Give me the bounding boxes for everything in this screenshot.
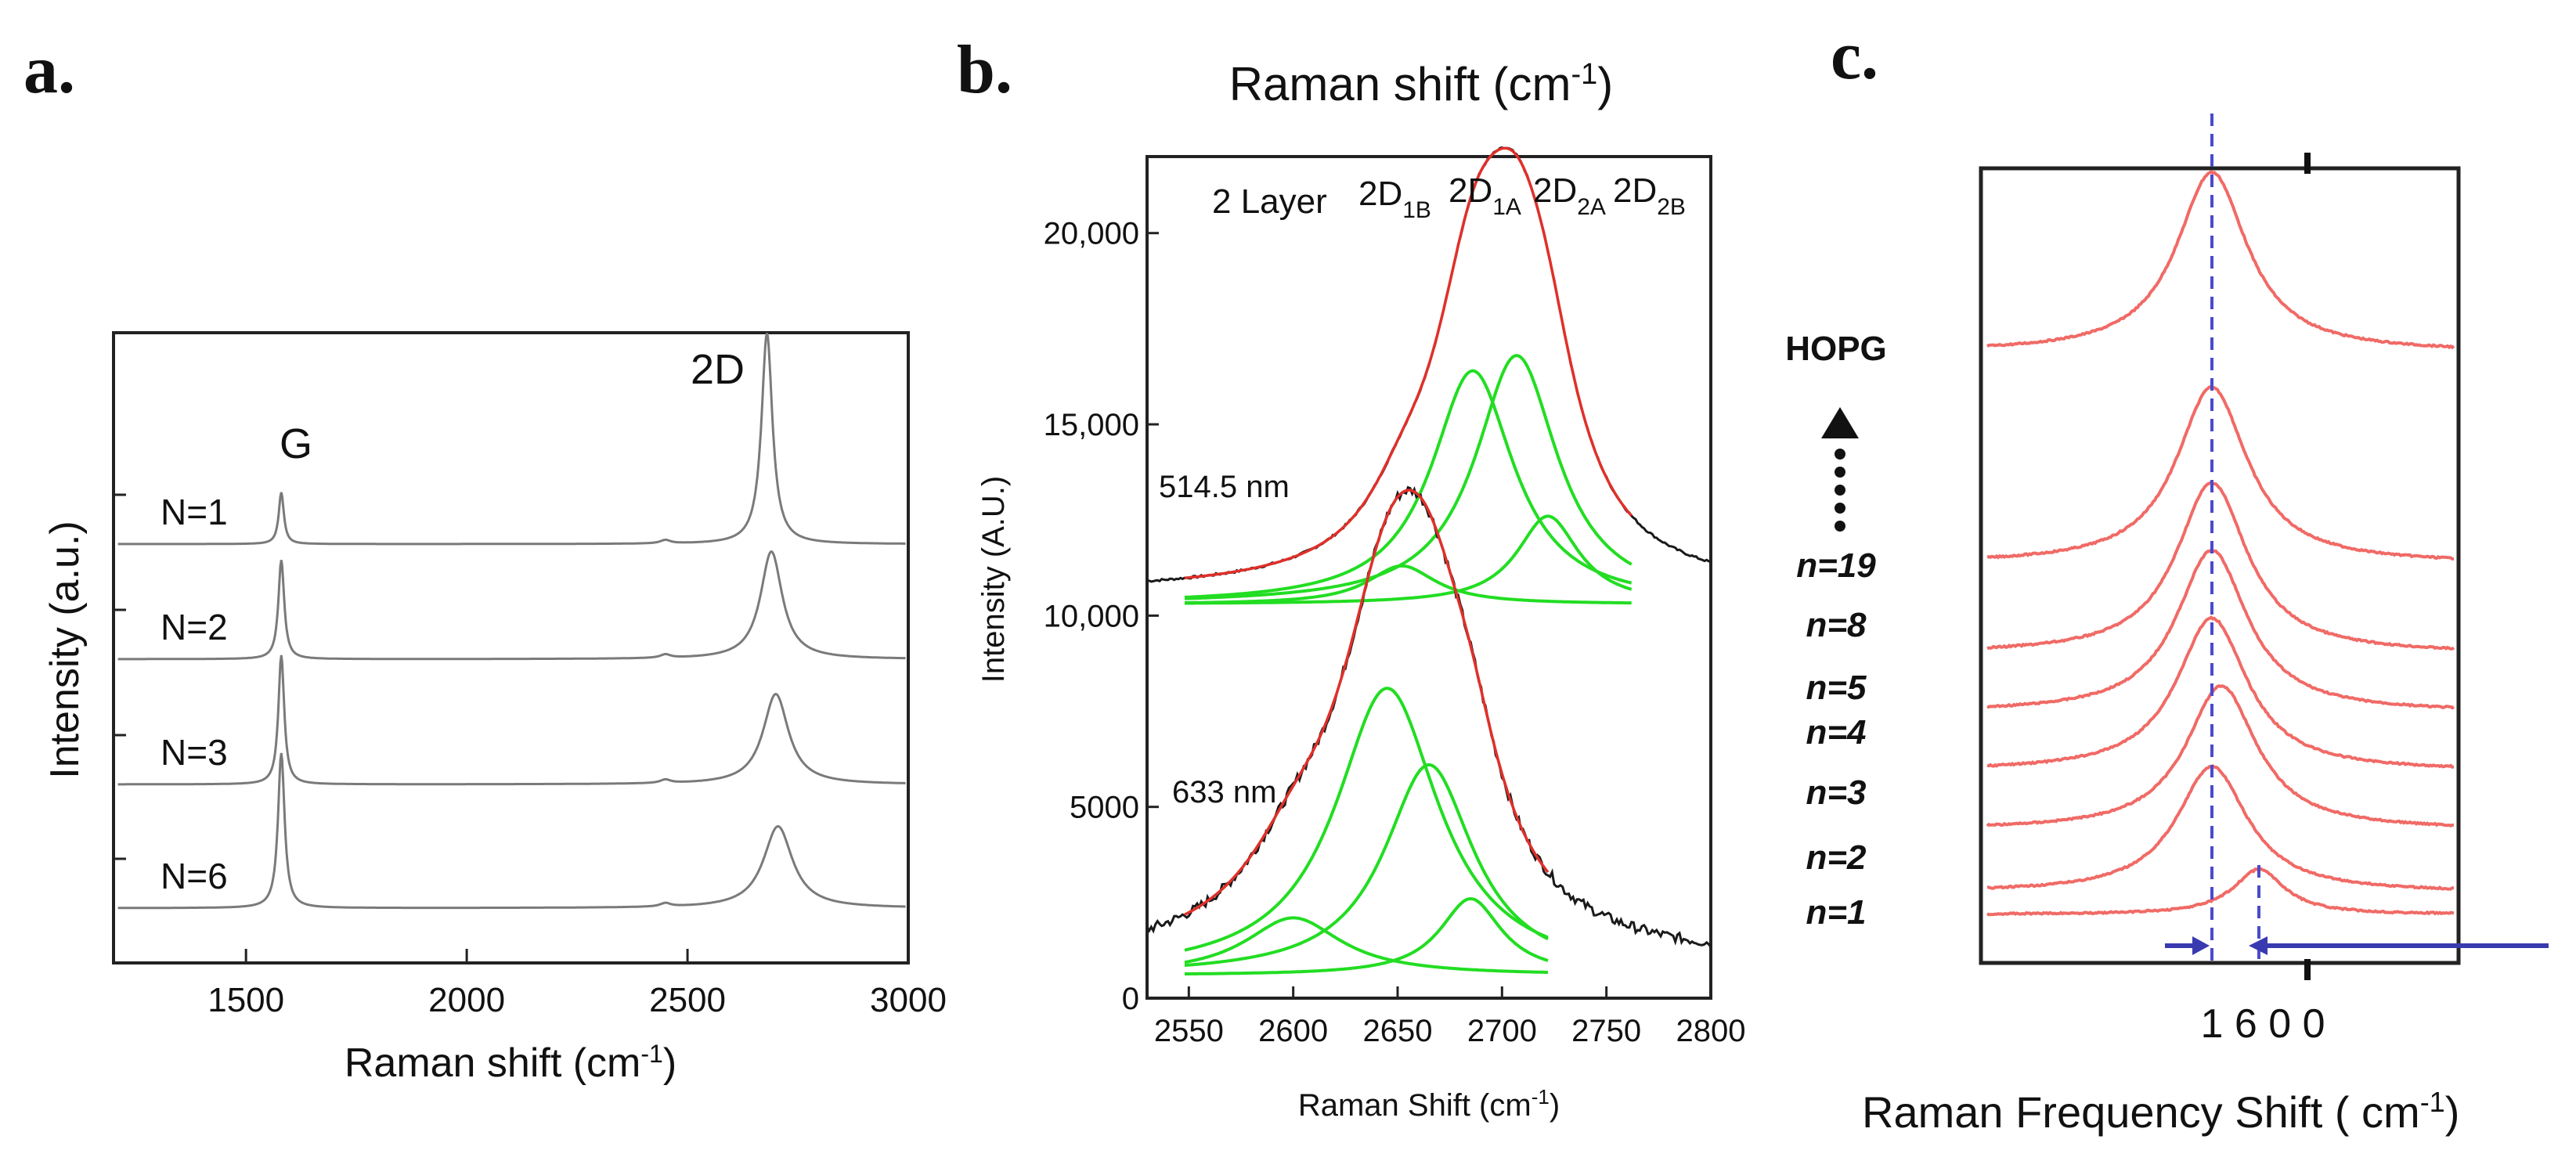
series-label: n=1 bbox=[1806, 893, 1866, 932]
peak-label-2d: 2D bbox=[691, 346, 745, 393]
arrow-dot bbox=[1835, 485, 1845, 496]
series-label: N=1 bbox=[161, 492, 228, 532]
panel-a-ylabel: Intensity (a.u.) bbox=[42, 521, 88, 778]
up-arrow-icon bbox=[1821, 407, 1859, 438]
panel-b-ticks: 2550 2600 2650 2700 2750 2800 0 5000 10,000 15,00… bbox=[1044, 217, 1746, 1048]
series-line-n2 bbox=[117, 550, 906, 661]
series-label: n=19 bbox=[1796, 546, 1876, 585]
x-tick-label: 2500 bbox=[649, 981, 726, 1019]
y-tick-label: 5000 bbox=[1070, 791, 1139, 825]
fit-component-4 bbox=[1185, 896, 1549, 975]
fit-component-3 bbox=[1184, 763, 1549, 967]
panel-b-xlabel: Raman Shift (cm-1) bbox=[1298, 1085, 1560, 1123]
panel-b-header: 2 Layer 2D1B 2D1A 2D2A 2D2B bbox=[1212, 171, 1686, 223]
series-line-n1 bbox=[1986, 867, 2455, 917]
panel-c-letter: c. bbox=[1831, 18, 1878, 94]
series-line-n1 bbox=[117, 333, 906, 546]
right-arrowhead-icon bbox=[2192, 936, 2210, 955]
panel-a-xlabel: Raman shift (cm-1) bbox=[345, 1040, 676, 1086]
panel-b-plot-frame bbox=[1145, 155, 1712, 1000]
panel-c-xtick-label: 1 6 0 0 bbox=[2200, 1001, 2325, 1047]
panel-a: a. 1500 2000 2500 3000 N=1 N=2 N=3 N=6 G 2D Ra… bbox=[23, 32, 947, 1086]
panel-b: b. Raman shift (cm-1) 2550 2600 2650 2700 27… bbox=[957, 32, 1745, 1123]
x-tick-label: 2700 bbox=[1467, 1014, 1537, 1048]
fit-component-3 bbox=[1184, 354, 1633, 600]
panel-b-letter: b. bbox=[957, 32, 1012, 108]
y-tick-label: 15,000 bbox=[1044, 408, 1139, 442]
arrow-dot bbox=[1835, 521, 1845, 532]
series-line-n4 bbox=[1986, 615, 2455, 769]
header-2d2a: 2D2A bbox=[1533, 171, 1606, 220]
panel-b-ylabel: Intensity (A.U.) bbox=[976, 476, 1011, 683]
x-tick-label: 2600 bbox=[1258, 1014, 1328, 1048]
series-line-hopg bbox=[1986, 169, 2455, 350]
arrow-dot bbox=[1835, 449, 1845, 460]
series-line-n5 bbox=[1986, 547, 2455, 710]
y-tick-label: 10,000 bbox=[1044, 599, 1139, 633]
series-line-n6 bbox=[117, 752, 906, 910]
panel-c: c. HOPG n=19 n=8 n=5 n=4 n=3 n=2 n=1 1 6 0 0 Ra… bbox=[1785, 18, 2549, 1137]
panel-a-letter: a. bbox=[23, 32, 75, 108]
series-line-n8 bbox=[1986, 480, 2455, 651]
panel-b-series bbox=[1145, 146, 1712, 975]
series-label: n=4 bbox=[1806, 713, 1866, 752]
panel-a-series: N=1 N=2 N=3 N=6 bbox=[114, 333, 906, 910]
series-label: n=3 bbox=[1806, 773, 1866, 812]
panel-c-series bbox=[1986, 114, 2455, 963]
series-label: N=3 bbox=[161, 732, 228, 773]
fit-total-line bbox=[1184, 146, 1633, 580]
panel-a-x-ticks: 1500 2000 2500 3000 bbox=[207, 949, 947, 1019]
series-label: n=8 bbox=[1806, 606, 1867, 644]
x-tick-label: 2650 bbox=[1363, 1014, 1433, 1048]
x-tick-label: 2550 bbox=[1154, 1014, 1224, 1048]
panel-b-top-label: Raman shift (cm-1) bbox=[1229, 58, 1614, 110]
series-label: HOPG bbox=[1785, 330, 1887, 368]
panel-c-xlabel: Raman Frequency Shift ( cm-1) bbox=[1862, 1086, 2459, 1138]
fit-total-line bbox=[1184, 489, 1550, 916]
series-line-n19 bbox=[1986, 384, 2455, 561]
spectrum-label-633: 633 nm bbox=[1172, 775, 1276, 809]
x-tick-label: 3000 bbox=[870, 981, 947, 1019]
y-tick-label: 20,000 bbox=[1044, 217, 1139, 251]
raw-data-line bbox=[1145, 485, 1712, 948]
x-tick-label: 2800 bbox=[1676, 1014, 1746, 1048]
peak-label-g: G bbox=[280, 420, 312, 467]
fit-component-2 bbox=[1184, 687, 1549, 952]
panel-c-plot-frame bbox=[1979, 166, 2461, 965]
header-2d1b: 2D1B bbox=[1358, 175, 1431, 223]
panel-c-series-labels: HOPG n=19 n=8 n=5 n=4 n=3 n=2 n=1 bbox=[1785, 330, 1887, 932]
series-line-n3 bbox=[1986, 683, 2455, 827]
fit-component-4 bbox=[1185, 514, 1633, 605]
header-2d1a: 2D1A bbox=[1449, 171, 1521, 220]
hopg-arrow bbox=[1821, 407, 1859, 532]
spectrum-label-514: 514.5 nm bbox=[1159, 470, 1290, 504]
fit-component-2 bbox=[1184, 369, 1633, 599]
arrow-dot bbox=[1835, 503, 1845, 514]
y-tick-label: 0 bbox=[1122, 982, 1139, 1016]
x-tick-label: 1500 bbox=[207, 981, 284, 1019]
x-tick-label: 2000 bbox=[428, 981, 505, 1019]
header-layer-label: 2 Layer bbox=[1212, 182, 1327, 221]
left-arrowhead-icon bbox=[2249, 936, 2268, 955]
series-label: n=5 bbox=[1806, 669, 1867, 707]
arrow-dot bbox=[1835, 467, 1845, 478]
series-line-n3 bbox=[117, 654, 906, 786]
panel-a-plot-frame bbox=[112, 331, 910, 964]
series-label: N=6 bbox=[161, 856, 228, 896]
series-line-n2 bbox=[1986, 764, 2455, 891]
series-label: N=2 bbox=[161, 607, 228, 647]
shift-arrows bbox=[2165, 936, 2549, 955]
series-label: n=2 bbox=[1806, 838, 1867, 877]
fit-component-1 bbox=[1184, 916, 1548, 974]
x-tick-label: 2750 bbox=[1571, 1014, 1641, 1048]
header-2d2b: 2D2B bbox=[1613, 171, 1686, 220]
